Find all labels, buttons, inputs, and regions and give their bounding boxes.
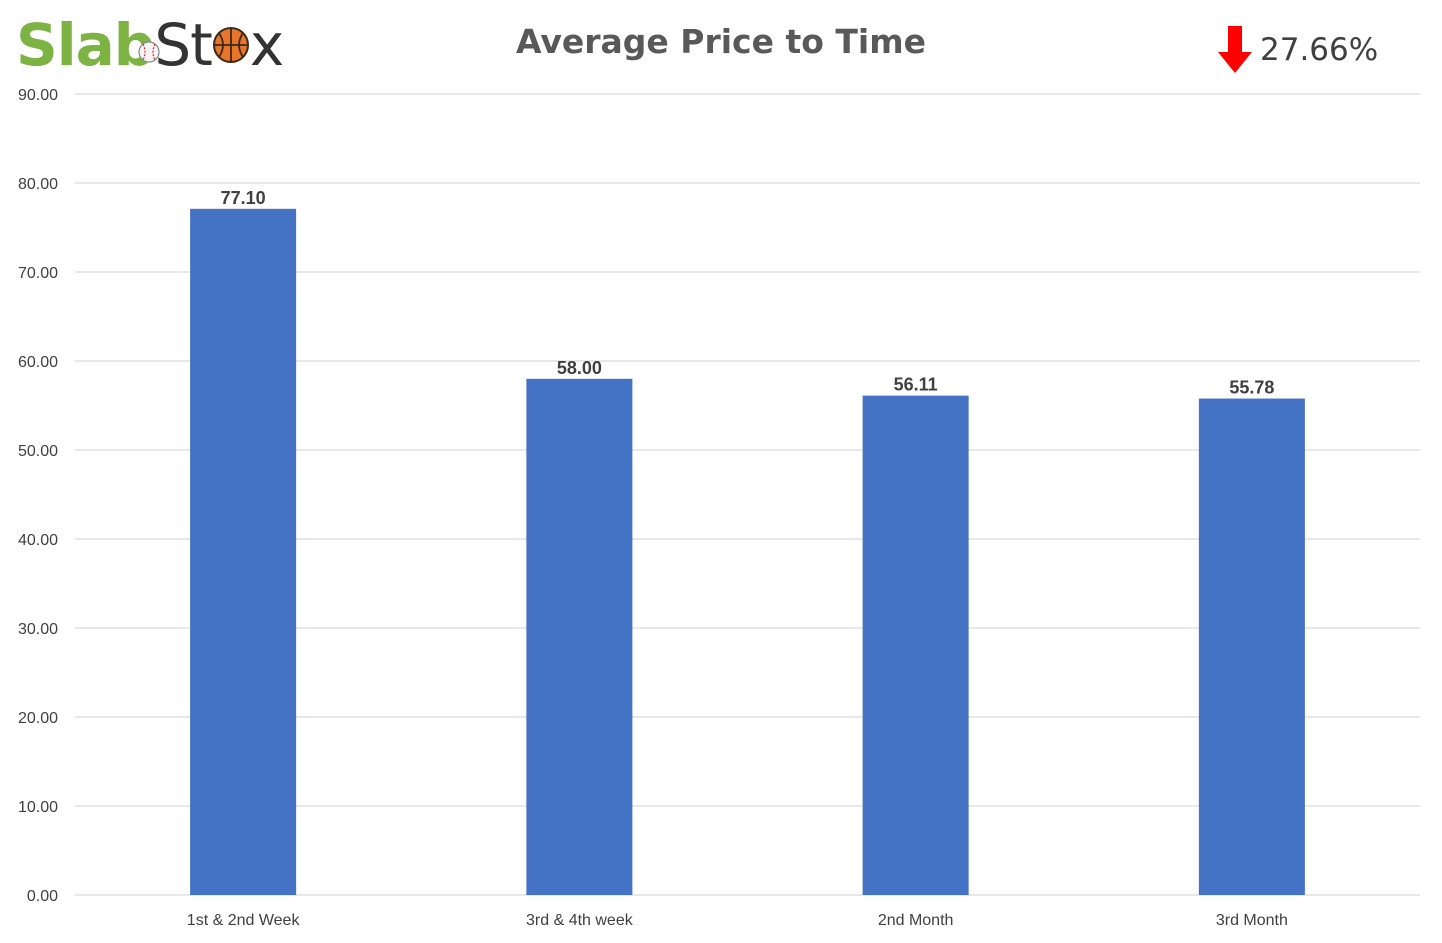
- y-tick-label: 20.00: [18, 710, 58, 727]
- x-tick-label: 3rd & 4th week: [526, 912, 634, 929]
- y-tick-label: 0.00: [27, 888, 58, 905]
- arrow-down-icon: [1218, 26, 1252, 73]
- x-tick-label: 3rd Month: [1216, 912, 1288, 929]
- y-tick-label: 30.00: [18, 621, 58, 638]
- bar: [526, 378, 633, 895]
- y-tick-label: 80.00: [18, 176, 58, 193]
- data-label: 56.11: [894, 375, 938, 395]
- logo-text-slab: Slab: [16, 11, 155, 79]
- baseball-icon: [138, 41, 160, 63]
- bar: [862, 395, 969, 895]
- x-tick-label: 1st & 2nd Week: [187, 912, 301, 929]
- chart-title: Average Price to Time: [515, 22, 927, 61]
- x-tick-label: 2nd Month: [878, 912, 954, 929]
- basketball-icon: [212, 26, 250, 69]
- y-tick-label: 40.00: [18, 532, 58, 549]
- slabstox-logo: Slab St x: [16, 10, 284, 80]
- data-label: 55.78: [1229, 378, 1274, 398]
- logo-text-x: x: [249, 11, 284, 79]
- bar: [190, 208, 297, 895]
- price-change-indicator: 27.66%: [1218, 26, 1378, 74]
- bar: [1198, 398, 1305, 895]
- price-change-value: 27.66%: [1260, 32, 1379, 68]
- y-tick-label: 70.00: [18, 265, 58, 282]
- y-tick-label: 90.00: [18, 87, 58, 104]
- y-tick-label: 50.00: [18, 443, 58, 460]
- logo-text-st: St: [154, 11, 213, 79]
- data-label: 77.10: [221, 188, 266, 208]
- data-label: 58.00: [557, 358, 602, 378]
- y-tick-label: 10.00: [18, 799, 58, 816]
- y-tick-label: 60.00: [18, 354, 58, 371]
